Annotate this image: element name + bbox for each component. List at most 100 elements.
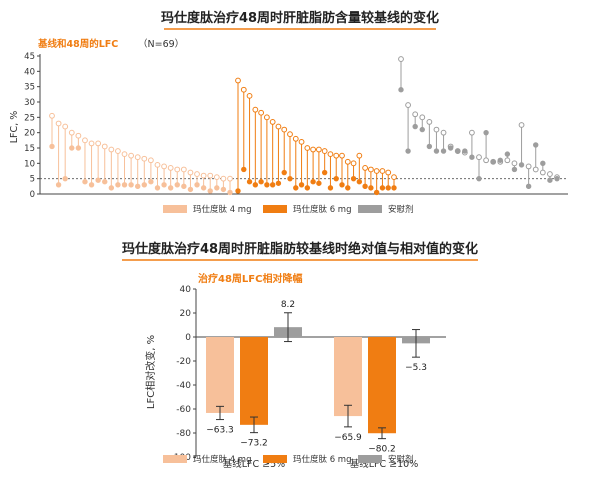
drug6-week48-point	[293, 185, 299, 191]
chart1-plot: 0 5 10 15 20 25 30 35 40 45	[24, 52, 568, 200]
placebo-baseline-point	[518, 122, 525, 128]
placebo-week48-point	[525, 183, 532, 190]
drug4-baseline-point	[194, 171, 200, 177]
drug6-week48-point	[362, 183, 368, 190]
drug4-week48-point	[75, 145, 82, 151]
placebo-baseline-point	[476, 154, 482, 161]
chart2-legend: 玛仕度肽 4 mg 玛仕度肽 6 mg 安慰剂	[163, 454, 414, 465]
drug4-baseline-point	[121, 151, 128, 158]
drug6-baseline-point	[367, 166, 374, 173]
drug4-baseline-point	[115, 148, 121, 154]
drug4-week48-point	[207, 188, 213, 194]
drug4-baseline-point	[68, 129, 75, 136]
drug4-week48-point	[95, 177, 101, 183]
drug4-week48-point	[161, 182, 167, 188]
placebo-week48-point	[469, 154, 475, 160]
placebo-baseline-point	[426, 119, 433, 125]
placebo-baseline-point	[440, 129, 447, 136]
chart1-legend-label-1: 玛仕度肽 4 mg	[193, 204, 252, 215]
drug4-week48-point	[220, 186, 227, 193]
drug4-baseline-point	[154, 161, 161, 168]
drug4-baseline-point	[147, 157, 154, 164]
placebo-week48-point	[455, 148, 461, 154]
placebo-week48-point	[476, 175, 482, 182]
chart2-subtitle: 治疗48周LFC相对降幅	[198, 272, 302, 285]
chart2-y-tick-label: -60	[176, 405, 191, 415]
drug4-week48-point	[227, 189, 233, 196]
chart2-legend-label-1: 玛仕度肽 4 mg	[193, 454, 252, 465]
drug6-baseline-point	[321, 148, 328, 154]
placebo-week48-point	[447, 145, 454, 151]
drug6-baseline-point	[385, 169, 392, 176]
drug6-week48-point	[379, 185, 386, 191]
drug6-week48-point	[252, 182, 259, 188]
drug4-week48-point	[108, 185, 115, 191]
drug4-week48-point	[200, 185, 207, 191]
drug4-week48-point	[121, 182, 128, 188]
chart1-legend: 玛仕度肽 4 mg 玛仕度肽 6 mg 安慰剂	[163, 204, 414, 215]
drug6-week48-point	[310, 179, 316, 185]
drug6-baseline-point	[246, 92, 253, 99]
drug6-baseline-point	[315, 146, 322, 153]
drug6-baseline-point	[350, 160, 357, 167]
drug6-baseline-point	[252, 106, 259, 113]
drug6-week48-point	[350, 175, 357, 182]
placebo-week48-point	[412, 123, 418, 130]
chart1-legend-label-2: 玛仕度肽 6 mg	[293, 204, 352, 215]
chart1-legend-swatch-2	[263, 205, 287, 213]
drug4-week48-point	[102, 179, 108, 185]
drug6-week48-point	[241, 166, 247, 173]
placebo-week48-point	[490, 159, 496, 165]
drug4-baseline-point	[128, 152, 135, 159]
drug4-baseline-point	[49, 112, 55, 119]
drug6-baseline-point	[339, 152, 345, 159]
drug6-week48-point	[264, 182, 270, 188]
drug6-baseline-point	[344, 158, 351, 165]
drug6-baseline-point	[240, 86, 247, 93]
chart2-legend-swatch-2	[263, 455, 287, 463]
chart2-legend-swatch-1	[163, 455, 187, 463]
placebo-week48-point	[511, 166, 518, 173]
drug4-week48-point	[135, 183, 141, 190]
drug6-week48-point	[321, 169, 328, 176]
drug6-baseline-point	[298, 138, 305, 145]
placebo-baseline-point	[398, 56, 404, 62]
drug4-week48-point	[55, 182, 62, 188]
drug4-baseline-point	[108, 146, 115, 153]
drug4-baseline-point	[101, 143, 108, 150]
drug6-baseline-point	[356, 152, 363, 159]
placebo-baseline-point	[539, 169, 546, 176]
drug6-week48-point	[275, 180, 282, 186]
drug6-week48-point	[287, 175, 293, 182]
drug6-week48-point	[269, 182, 276, 188]
drug6-baseline-point	[373, 168, 380, 174]
drug4-baseline-point	[180, 166, 187, 173]
drug6-baseline-point	[263, 114, 270, 121]
drug4-baseline-point	[174, 166, 181, 173]
drug4-baseline-point	[82, 137, 88, 144]
chart1-subtitle-n: （N=69）	[138, 38, 184, 50]
chart2-y-tick-label: 0	[185, 333, 191, 343]
drug6-week48-point	[281, 169, 287, 176]
chart2-bar-drug6	[368, 337, 396, 434]
chart1-y-tick-label: 5	[30, 175, 35, 185]
chart2-y-tick-label: -80	[176, 429, 191, 439]
drug4-week48-point	[62, 175, 68, 182]
chart2-legend-label-2: 玛仕度肽 6 mg	[293, 454, 352, 465]
drug6-week48-point	[246, 179, 253, 185]
drug6-week48-point	[339, 182, 345, 188]
placebo-week48-point	[547, 177, 553, 183]
drug6-week48-point	[235, 188, 241, 194]
chart1-y-tick-label: 15	[24, 144, 35, 154]
chart1-y-tick-label: 30	[24, 98, 35, 108]
drug6-week48-point	[333, 175, 339, 182]
drug4-week48-point	[88, 182, 95, 188]
drug4-week48-point	[115, 182, 121, 188]
chart1-legend-swatch-1	[163, 205, 187, 213]
drug6-baseline-point	[287, 131, 293, 138]
chart1-legend-swatch-3	[358, 205, 382, 213]
placebo-baseline-point	[511, 160, 518, 167]
chart2-legend-swatch-3	[358, 455, 382, 463]
drug4-week48-point	[174, 182, 180, 188]
chart1-y-tick-label: 35	[24, 83, 35, 93]
